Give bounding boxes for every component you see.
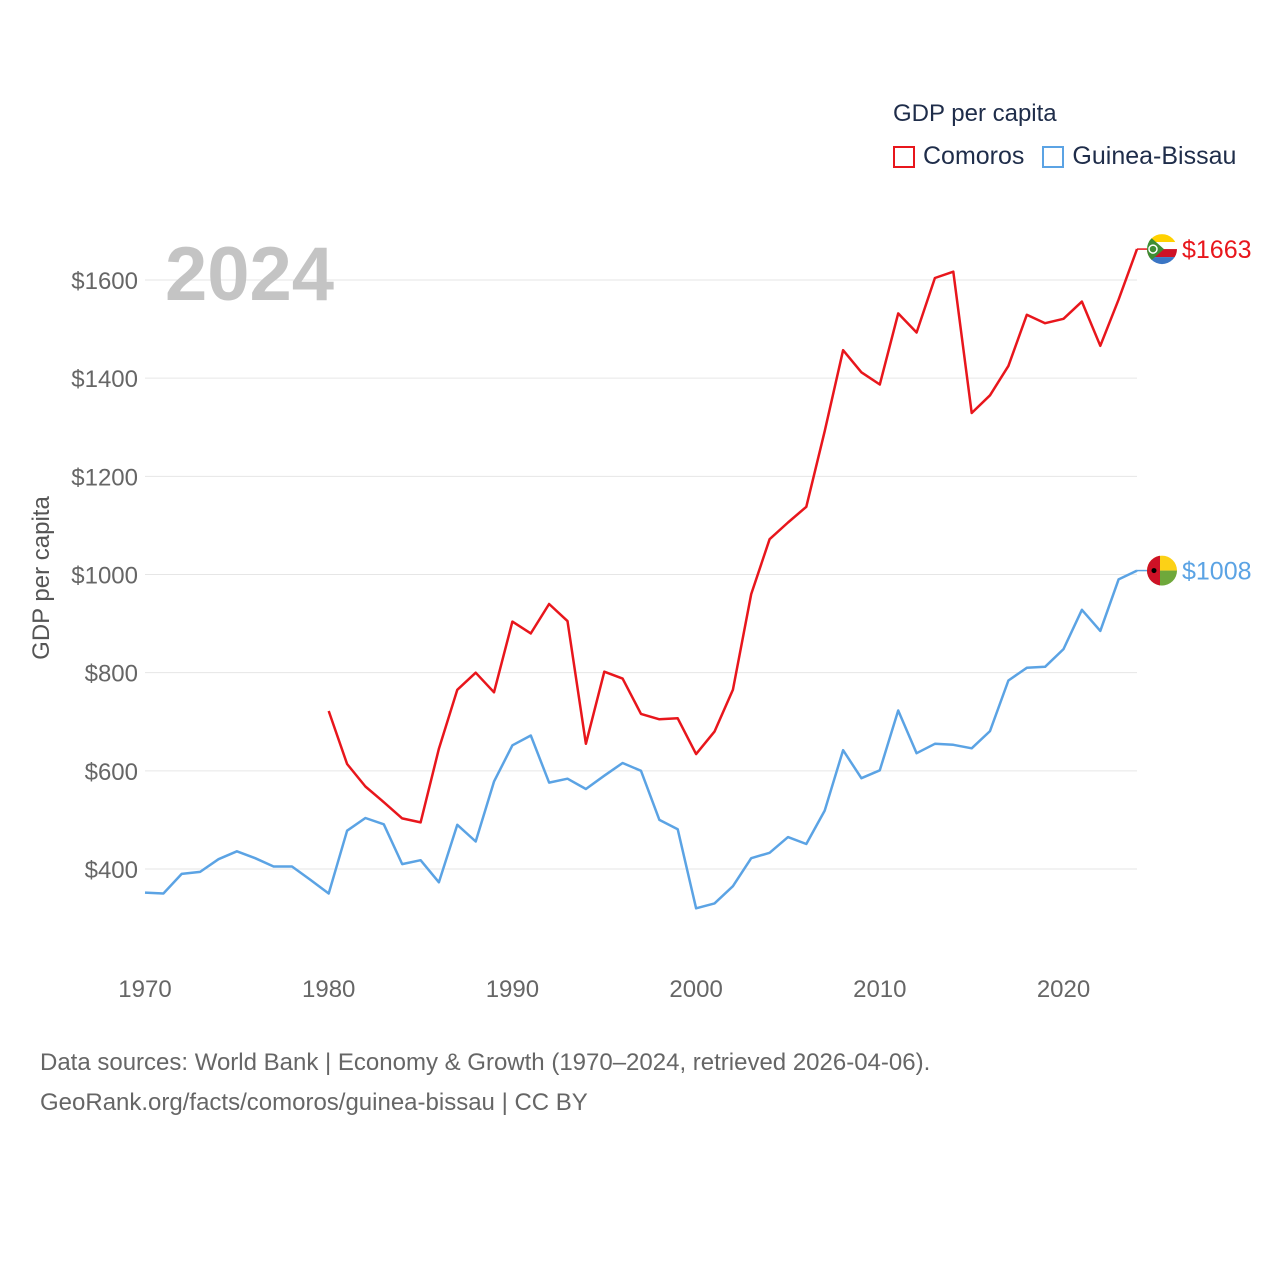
x-tick-label-2010: 2010: [853, 976, 906, 1003]
y-tick-label-1600: $1600: [71, 268, 138, 295]
flag-icon-comoros: [1147, 234, 1177, 265]
legend-swatch-guinea-bissau: [1042, 145, 1065, 168]
y-tick-label-1200: $1200: [71, 464, 138, 491]
legend-title: GDP per capita: [893, 100, 1057, 127]
legend-label-comoros: Comoros: [923, 142, 1025, 170]
series-lines: [144, 248, 1139, 910]
series-line-guinea-bissau: [144, 569, 1138, 910]
y-tick-label-1000: $1000: [71, 563, 138, 590]
footer-sources: Data sources: World Bank | Economy & Gro…: [40, 1049, 931, 1076]
x-tick-label-1980: 1980: [302, 976, 355, 1003]
grid-lines: [145, 279, 1137, 870]
legend: Comoros Guinea-Bissau: [893, 142, 1254, 171]
legend-item-comoros[interactable]: Comoros: [893, 142, 1024, 171]
x-tick-label-1970: 1970: [118, 976, 171, 1003]
legend-label-guinea-bissau: Guinea-Bissau: [1072, 142, 1237, 170]
x-tick-labels: 1970 1980 1990 2000 2010 2020: [118, 976, 1090, 1003]
x-tick-label-2020: 2020: [1037, 976, 1090, 1003]
flag-icon-guinea-bissau: [1147, 555, 1177, 586]
footer: Data sources: World Bank | Economy & Gro…: [40, 1043, 930, 1123]
year-label: 2024: [165, 232, 334, 317]
y-tick-label-1400: $1400: [71, 366, 138, 393]
y-tick-label-800: $800: [85, 661, 138, 688]
y-tick-label-600: $600: [85, 759, 138, 786]
series-line-comoros: [327, 248, 1139, 824]
end-markers: $1663 $1008: [1137, 234, 1252, 586]
x-tick-label-2000: 2000: [669, 976, 722, 1003]
end-value-label-guinea-bissau: $1008: [1182, 558, 1252, 586]
end-value-label-comoros: $1663: [1182, 236, 1252, 264]
x-tick-label-1990: 1990: [486, 976, 539, 1003]
y-tick-labels: $400 $600 $800 $1000 $1200 $1400 $1600: [71, 268, 138, 884]
legend-item-guinea-bissau[interactable]: Guinea-Bissau: [1042, 142, 1236, 171]
gdp-line-chart: $400 $600 $800 $1000 $1200 $1400 $1600 1970 198…: [71, 232, 1252, 1003]
y-tick-label-400: $400: [85, 857, 138, 884]
footer-credit: GeoRank.org/facts/comoros/guinea-bissau …: [40, 1089, 588, 1116]
legend-swatch-comoros: [893, 145, 915, 168]
